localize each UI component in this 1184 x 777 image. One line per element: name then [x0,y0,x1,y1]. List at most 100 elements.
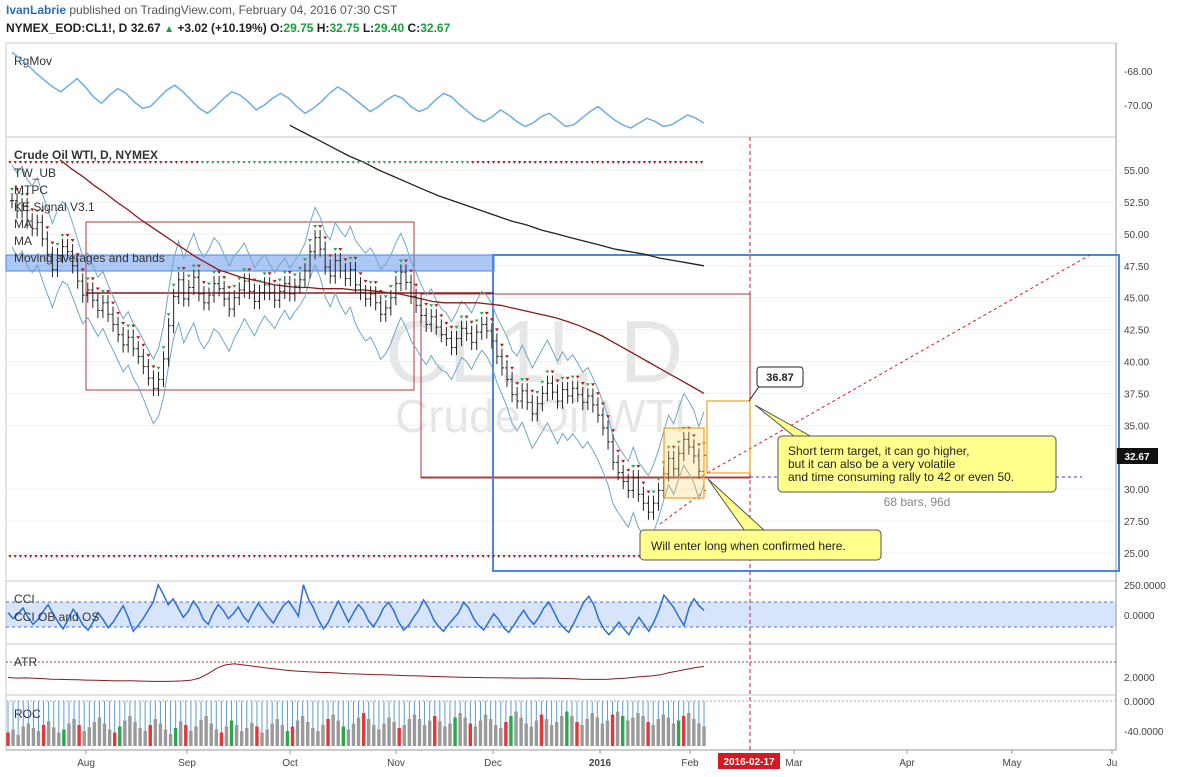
signal-down-marker [449,325,454,329]
high-label: H: [316,21,330,35]
signal-triangle-bottom [226,555,230,558]
signal-down-marker [358,272,363,276]
target-box[interactable] [706,400,751,474]
signal-triangle-bottom [606,555,610,558]
signal-triangle-bottom [476,555,480,558]
entry-note-box[interactable] [639,529,882,561]
roc-bar [636,713,640,746]
roc-bar [123,720,127,746]
signal-down-marker [595,392,600,396]
signal-down-marker [267,272,272,276]
signal-triangle-bottom [502,555,506,558]
roc-bar [67,723,71,746]
roc-bar [6,732,10,746]
target-note-line-1: Short term target, it can go higher, [788,444,969,458]
roc-bar [499,728,503,746]
legend-item-ke-signal[interactable]: KE Signal V3.1 [14,200,95,214]
roc-bar [173,728,178,746]
target-price-label[interactable] [756,366,804,388]
signal-up-marker [161,346,166,350]
signal-triangle-bottom [133,555,137,558]
price-tick-label: 37.50 [1124,389,1149,400]
signal-triangle-bottom [440,555,444,558]
upper-band-line [11,164,705,477]
signal-triangle-top [408,161,412,164]
signal-triangle-bottom [107,555,111,558]
signal-triangle-bottom [252,555,256,558]
signal-triangle-bottom [497,555,501,558]
roc-bar [631,717,635,746]
signal-triangle-top [362,161,366,164]
signal-triangle-top [24,161,28,164]
target-label-connector [748,384,761,402]
signal-triangle-bottom [601,555,605,558]
signal-triangle-top [497,161,501,164]
roc-bar [392,722,396,746]
roc-bar [453,717,457,746]
legend-item-ma-1[interactable]: MA [14,217,32,231]
signal-up-marker [171,283,176,287]
signal-triangle-bottom [336,555,340,558]
projection-box[interactable] [492,254,1120,572]
legend-item-tw-ub[interactable]: TW_UB [14,166,56,180]
signal-up-marker [35,209,40,213]
signal-down-marker [111,301,116,305]
signal-down-marker [464,315,469,319]
signal-triangle-top [642,161,646,164]
signal-up-marker [302,258,307,262]
roc-bar [666,717,671,746]
legend-item-ma-2[interactable]: MA [14,234,32,248]
signal-triangle-bottom [403,555,407,558]
roc-bar [387,717,391,746]
roc-bar [621,716,625,746]
signal-triangle-bottom [419,555,423,558]
signal-triangle-bottom [247,555,251,558]
signal-triangle-top [559,161,563,164]
signal-down-marker [252,278,257,282]
signal-triangle-top [60,161,64,164]
resistance-zone[interactable] [5,254,495,272]
signal-triangle-top [154,161,158,164]
signal-triangle-top [367,161,371,164]
signal-triangle-top [159,161,163,164]
roc-bar [16,734,20,746]
signal-triangle-bottom [91,555,95,558]
signal-triangle-top [679,161,683,164]
signal-down-marker [414,283,419,287]
signal-down-marker [575,375,580,379]
signal-triangle-top [575,161,579,164]
open-value: 29.75 [283,21,314,35]
signal-triangle-top [372,161,376,164]
roc-histogram [6,701,706,746]
signal-down-marker [146,353,151,357]
signal-triangle-top [221,161,225,164]
range-box-aug-nov[interactable] [85,221,415,391]
author-name[interactable]: IvanLabrie [6,3,67,17]
rgmov-tick-1: -70.00 [1124,101,1153,112]
signal-down-marker [696,443,701,447]
roc-bar [509,716,513,746]
signal-triangle-top [481,161,485,164]
target-projection-line[interactable] [701,254,1091,477]
signal-triangle-bottom [564,555,568,558]
signal-triangle-top [700,161,704,164]
entry-box[interactable] [663,427,705,499]
legend-item-mtpc[interactable]: MTPC [14,183,48,197]
signal-up-marker [282,270,287,274]
target-note-box[interactable] [777,435,1057,493]
signal-triangle-top [346,161,350,164]
roc-bar [463,717,467,746]
signal-triangle-top [674,161,678,164]
signal-triangle-bottom [299,555,303,558]
last-price-tag-text: 32.67 [1124,452,1149,463]
symbol-name[interactable]: NYMEX_EOD:CL1!, D [6,21,128,35]
signal-triangle-bottom [216,555,220,558]
signal-triangle-bottom [284,555,288,558]
signal-triangle-top [164,161,168,164]
signal-triangle-top [414,161,418,164]
roc-bar [539,714,544,746]
signal-triangle-top [455,161,459,164]
legend-item-moving-averages[interactable]: Moving averages and bands [14,251,165,265]
roc-bar [351,723,356,746]
